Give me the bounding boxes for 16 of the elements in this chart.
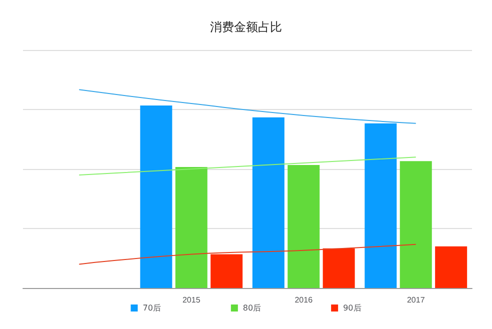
bar xyxy=(322,248,355,288)
bar xyxy=(210,254,243,288)
bar xyxy=(252,117,284,288)
x-tick-label: 2015 xyxy=(182,296,201,304)
legend-label: 80后 xyxy=(242,304,262,312)
x-tick-label: 2016 xyxy=(294,296,314,304)
bar xyxy=(364,123,397,288)
legend-label: 70后 xyxy=(142,304,161,312)
x-tick-label: 2017 xyxy=(406,296,426,304)
bar xyxy=(175,167,208,288)
bar xyxy=(140,106,172,288)
bar xyxy=(400,161,432,288)
legend-label: 90后 xyxy=(343,304,362,312)
bar xyxy=(288,165,320,288)
chart-title: 消费金额占比 xyxy=(210,20,282,34)
bar xyxy=(435,246,468,288)
